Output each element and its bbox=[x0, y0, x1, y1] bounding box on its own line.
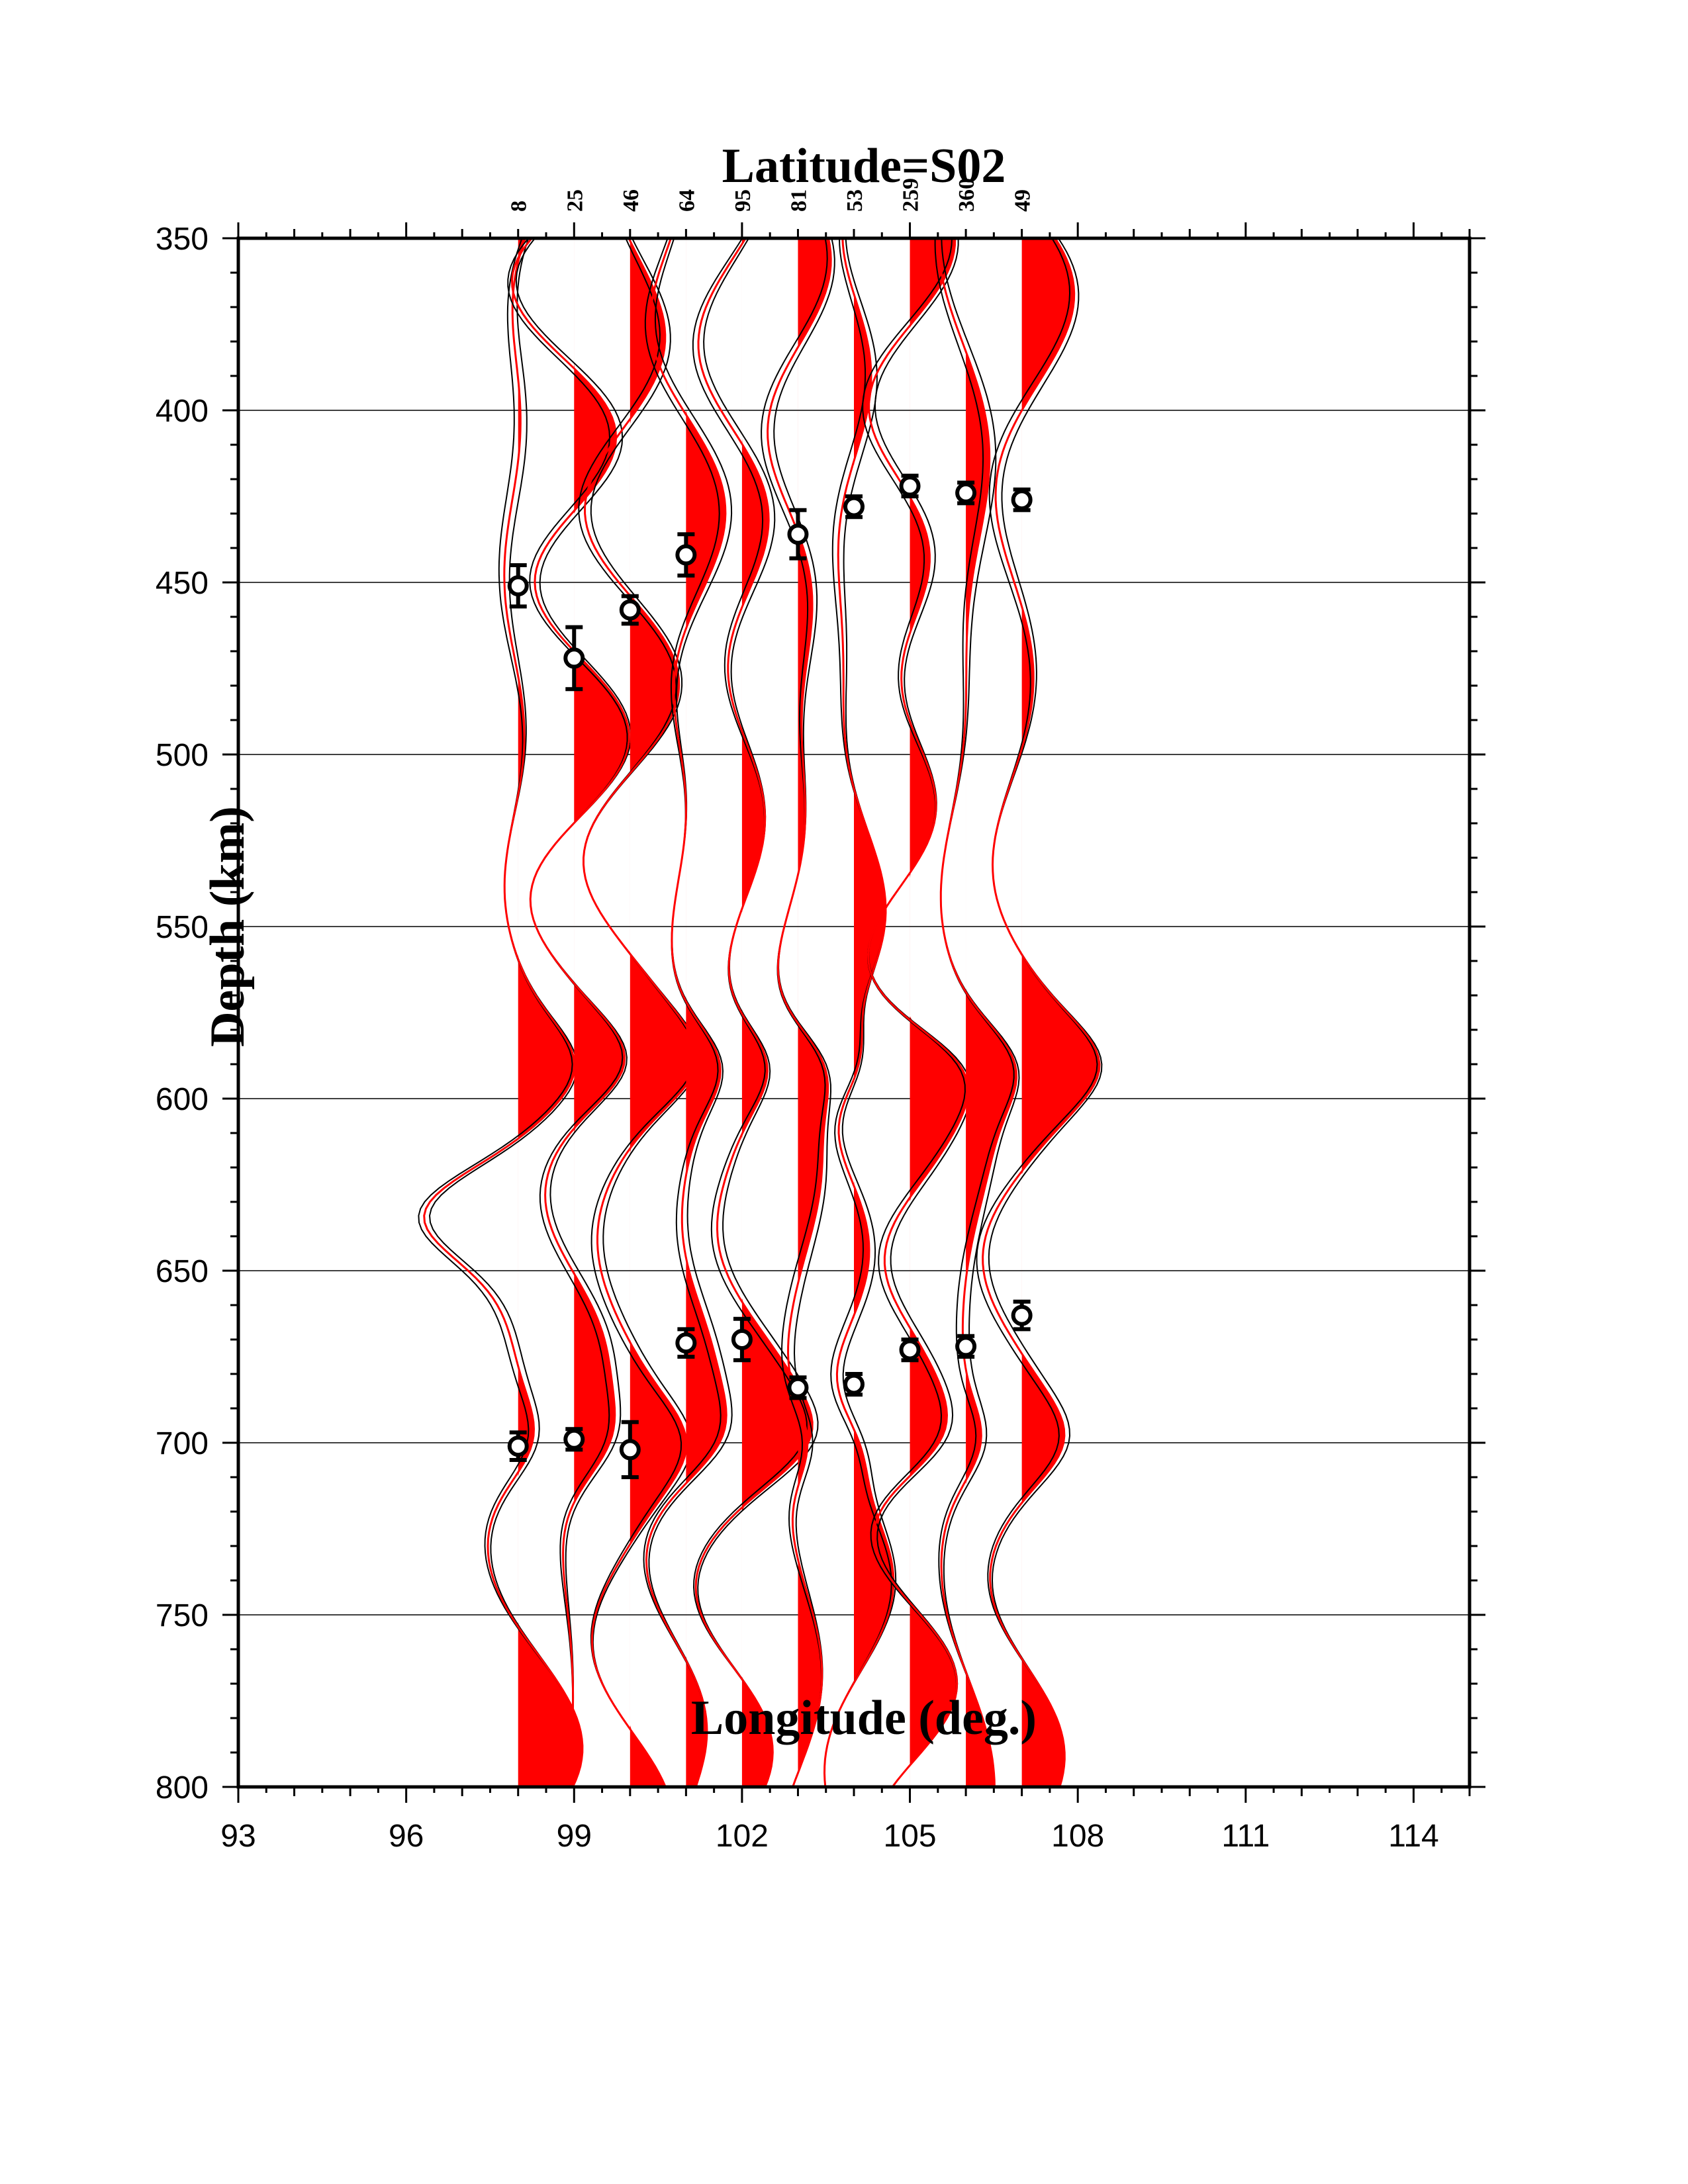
trace-count-label: 53 bbox=[843, 189, 867, 212]
pick-660 bbox=[955, 1334, 977, 1359]
pick-660 bbox=[787, 1375, 809, 1400]
chart-title: Latitude=S02 bbox=[722, 139, 1006, 193]
pick-660 bbox=[1011, 1299, 1033, 1332]
pick-410 bbox=[787, 508, 809, 561]
pick-410 bbox=[1011, 487, 1033, 512]
pick-660 bbox=[843, 1372, 865, 1397]
y-tick-label: 550 bbox=[156, 910, 209, 945]
pick-marker bbox=[675, 1332, 697, 1354]
y-tick-label: 800 bbox=[156, 1770, 209, 1805]
y-axis-label: Depth (km) bbox=[201, 806, 255, 1047]
pick-marker bbox=[563, 1428, 585, 1450]
y-tick-label: 750 bbox=[156, 1598, 209, 1633]
pick-marker bbox=[1011, 489, 1033, 511]
trace-mean bbox=[982, 238, 1101, 1788]
trace-count-label: 81 bbox=[786, 189, 811, 212]
pick-marker bbox=[899, 1339, 921, 1361]
x-tick-label: 114 bbox=[1388, 1819, 1439, 1854]
trace-bound bbox=[643, 238, 722, 1788]
pick-660 bbox=[731, 1316, 753, 1363]
y-tick-label: 600 bbox=[156, 1082, 209, 1117]
trace-bound bbox=[697, 238, 819, 1788]
pick-410 bbox=[899, 473, 921, 498]
trace-bound bbox=[773, 238, 835, 1788]
axes: 93 96 99 102 105 108 111 114 350 400 450 500 550 600 6… bbox=[156, 178, 1485, 1854]
pick-marker bbox=[731, 1329, 753, 1350]
trace-fill bbox=[518, 238, 583, 1787]
x-tick-label: 105 bbox=[883, 1819, 936, 1854]
trace-bound bbox=[692, 238, 808, 1788]
y-tick-label: 450 bbox=[156, 566, 209, 601]
pick-marker bbox=[843, 1373, 865, 1395]
trace-bound bbox=[418, 238, 583, 1788]
trace-count-label: 25 bbox=[563, 189, 587, 212]
pick-410 bbox=[675, 532, 697, 578]
x-tick-label: 99 bbox=[557, 1819, 592, 1854]
pick-marker bbox=[619, 1439, 641, 1461]
trace-bound bbox=[583, 238, 701, 1788]
x-tick-label: 93 bbox=[220, 1819, 256, 1854]
trace-bound bbox=[648, 238, 733, 1788]
pick-410 bbox=[619, 594, 641, 626]
pick-marker bbox=[955, 1336, 977, 1357]
pick-marker bbox=[899, 475, 921, 497]
trace-fill bbox=[798, 238, 831, 1787]
pick-marker bbox=[1011, 1304, 1033, 1326]
x-tick-label: 108 bbox=[1051, 1819, 1104, 1854]
pick-marker bbox=[507, 575, 529, 597]
pick-marker bbox=[787, 1377, 809, 1398]
trace-fill bbox=[966, 238, 1017, 1787]
pick-660 bbox=[507, 1430, 529, 1462]
pick-410 bbox=[507, 563, 529, 609]
trace-count-label: 49 bbox=[1011, 189, 1035, 212]
trace-mean bbox=[823, 238, 895, 1788]
trace-bound bbox=[761, 238, 828, 1788]
trace-count-label: 259 bbox=[899, 178, 923, 212]
trace-mean bbox=[767, 238, 832, 1788]
x-tick-label: 111 bbox=[1221, 1819, 1270, 1854]
y-tick-label: 700 bbox=[156, 1426, 209, 1461]
pick-marker bbox=[675, 544, 697, 566]
picks bbox=[507, 473, 1033, 1479]
labels: Latitude=S02 Depth (km) Longitude (deg.) bbox=[201, 139, 1037, 1745]
trace-count-label: 360 bbox=[955, 178, 979, 212]
trace-fill bbox=[686, 238, 727, 1787]
pick-660 bbox=[899, 1338, 921, 1363]
y-tick-label: 400 bbox=[156, 394, 209, 429]
pick-marker bbox=[787, 523, 809, 545]
pick-410 bbox=[955, 480, 977, 506]
trace-mean bbox=[937, 238, 1018, 1788]
pick-marker bbox=[955, 482, 977, 504]
pick-marker bbox=[619, 599, 641, 621]
pick-660 bbox=[563, 1427, 585, 1452]
pick-marker bbox=[843, 496, 865, 518]
y-tick-label: 650 bbox=[156, 1254, 209, 1289]
trace-count-label: 95 bbox=[731, 189, 755, 212]
pick-660 bbox=[675, 1327, 697, 1359]
trace-fill bbox=[574, 238, 630, 1787]
trace-count-label: 46 bbox=[619, 189, 643, 212]
trace-mean bbox=[583, 238, 699, 1788]
trace-fill bbox=[1021, 238, 1100, 1787]
x-axis-label: Longitude (deg.) bbox=[691, 1691, 1037, 1745]
trace-mean bbox=[694, 238, 814, 1788]
y-tick-label: 350 bbox=[156, 222, 209, 257]
trace-count-label: 8 bbox=[507, 201, 532, 212]
trace-mean bbox=[645, 238, 727, 1788]
pick-marker bbox=[563, 647, 585, 669]
trace-mean bbox=[423, 238, 584, 1788]
pick-410 bbox=[843, 494, 865, 520]
trace-bound bbox=[823, 238, 892, 1788]
x-tick-label: 102 bbox=[716, 1819, 769, 1854]
pick-marker bbox=[507, 1435, 529, 1457]
pick-660 bbox=[619, 1420, 641, 1479]
trace-fill bbox=[630, 238, 698, 1787]
trace-fill bbox=[910, 238, 968, 1787]
x-tick-label: 96 bbox=[389, 1819, 424, 1854]
trace-count-label: 64 bbox=[675, 189, 699, 212]
y-tick-label: 500 bbox=[156, 738, 209, 773]
pick-410 bbox=[563, 625, 585, 692]
